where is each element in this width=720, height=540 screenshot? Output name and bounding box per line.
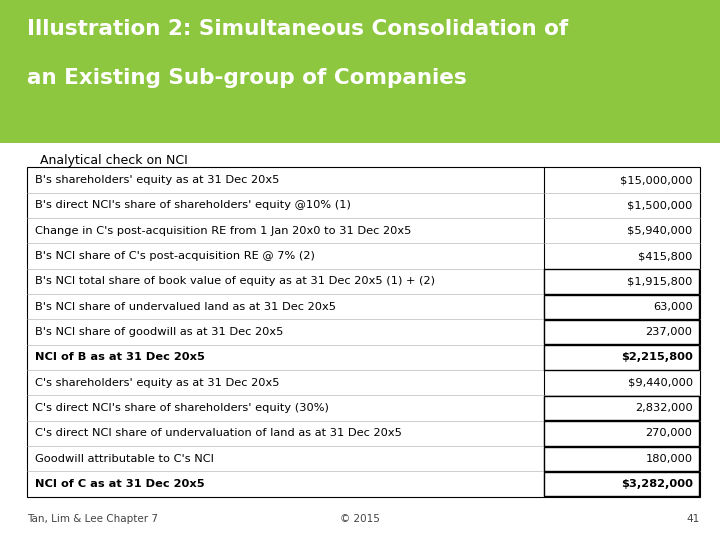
FancyBboxPatch shape — [544, 396, 699, 420]
Text: 2,832,000: 2,832,000 — [635, 403, 693, 413]
Text: B's NCI total share of book value of equity as at 31 Dec 20x5 (1) + (2): B's NCI total share of book value of equ… — [35, 276, 435, 286]
Text: $5,940,000: $5,940,000 — [627, 226, 693, 236]
FancyBboxPatch shape — [0, 0, 720, 143]
Text: NCI of B as at 31 Dec 20x5: NCI of B as at 31 Dec 20x5 — [35, 353, 204, 362]
Text: an Existing Sub-group of Companies: an Existing Sub-group of Companies — [27, 68, 467, 87]
Text: 63,000: 63,000 — [653, 302, 693, 312]
FancyBboxPatch shape — [544, 421, 699, 445]
Text: 180,000: 180,000 — [646, 454, 693, 464]
Text: Analytical check on NCI: Analytical check on NCI — [40, 154, 187, 167]
Text: 270,000: 270,000 — [646, 428, 693, 438]
Text: Goodwill attributable to C's NCI: Goodwill attributable to C's NCI — [35, 454, 214, 464]
Text: C's direct NCI's share of shareholders' equity (30%): C's direct NCI's share of shareholders' … — [35, 403, 328, 413]
Text: $1,500,000: $1,500,000 — [627, 200, 693, 211]
Text: Illustration 2: Simultaneous Consolidation of: Illustration 2: Simultaneous Consolidati… — [27, 19, 569, 39]
Text: © 2015: © 2015 — [340, 514, 380, 524]
Text: B's NCI share of C's post-acquisition RE @ 7% (2): B's NCI share of C's post-acquisition RE… — [35, 251, 315, 261]
FancyBboxPatch shape — [544, 269, 699, 294]
Text: Tan, Lim & Lee Chapter 7: Tan, Lim & Lee Chapter 7 — [27, 514, 158, 524]
FancyBboxPatch shape — [544, 295, 699, 319]
Text: $9,440,000: $9,440,000 — [628, 378, 693, 388]
Text: $415,800: $415,800 — [638, 251, 693, 261]
Text: B's shareholders' equity as at 31 Dec 20x5: B's shareholders' equity as at 31 Dec 20… — [35, 175, 279, 185]
Text: $2,215,800: $2,215,800 — [621, 353, 693, 362]
Text: C's direct NCI share of undervaluation of land as at 31 Dec 20x5: C's direct NCI share of undervaluation o… — [35, 428, 402, 438]
Text: B's NCI share of undervalued land as at 31 Dec 20x5: B's NCI share of undervalued land as at … — [35, 302, 336, 312]
Text: B's direct NCI's share of shareholders' equity @10% (1): B's direct NCI's share of shareholders' … — [35, 200, 351, 211]
FancyBboxPatch shape — [544, 345, 699, 369]
FancyBboxPatch shape — [544, 472, 699, 496]
FancyBboxPatch shape — [544, 447, 699, 471]
Text: 237,000: 237,000 — [646, 327, 693, 337]
Text: $3,282,000: $3,282,000 — [621, 479, 693, 489]
Text: NCI of C as at 31 Dec 20x5: NCI of C as at 31 Dec 20x5 — [35, 479, 204, 489]
Text: Change in C's post-acquisition RE from 1 Jan 20x0 to 31 Dec 20x5: Change in C's post-acquisition RE from 1… — [35, 226, 411, 236]
Text: $15,000,000: $15,000,000 — [620, 175, 693, 185]
Text: 41: 41 — [687, 514, 700, 524]
Text: C's shareholders' equity as at 31 Dec 20x5: C's shareholders' equity as at 31 Dec 20… — [35, 378, 279, 388]
FancyBboxPatch shape — [544, 320, 699, 344]
Text: B's NCI share of goodwill as at 31 Dec 20x5: B's NCI share of goodwill as at 31 Dec 2… — [35, 327, 283, 337]
Text: $1,915,800: $1,915,800 — [627, 276, 693, 286]
